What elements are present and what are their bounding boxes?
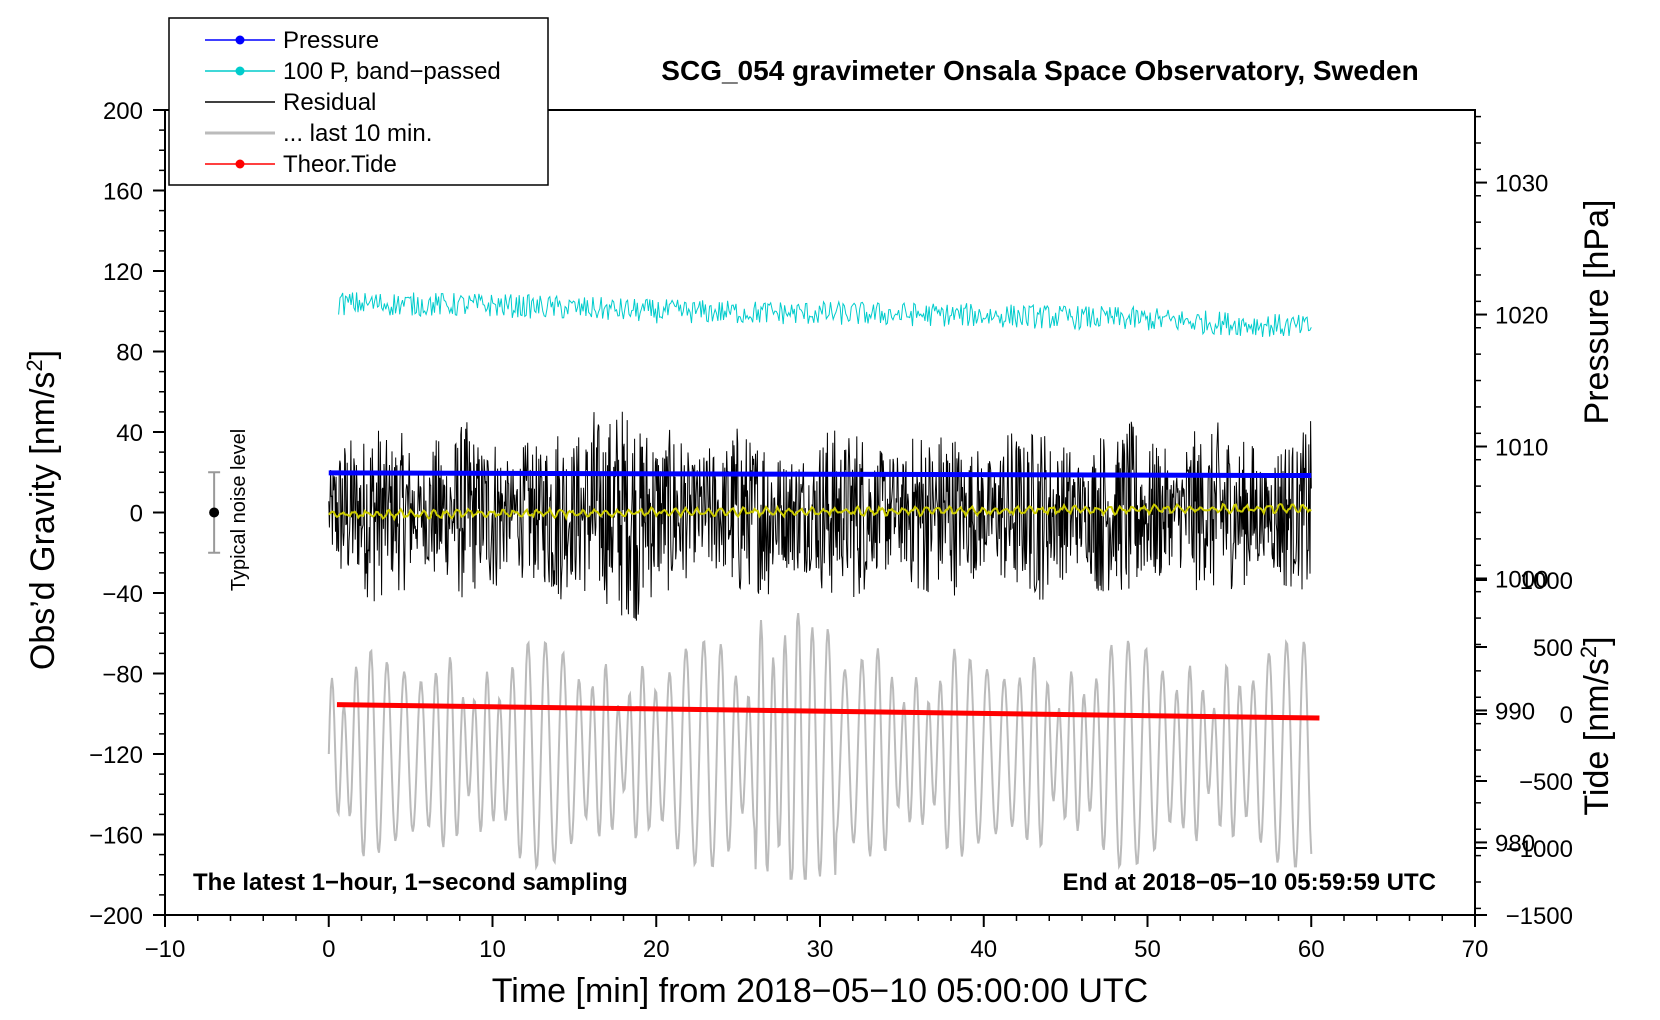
tide-tick-label: −1500: [1506, 903, 1573, 930]
tide-tick-label: 0: [1560, 702, 1573, 729]
legend-label: 100 P, band−passed: [283, 58, 501, 85]
tide-tick-label: 500: [1533, 635, 1573, 662]
pressure-tick-label: 1010: [1495, 435, 1548, 462]
y-axis-label-tide: Tide [nm/s2]: [1576, 636, 1616, 815]
y-axis-label-pressure: Pressure [hPa]: [1578, 200, 1616, 425]
pressure-tick-label: 1000: [1495, 566, 1548, 593]
legend-marker: [235, 35, 245, 45]
y-tick-label: 120: [103, 259, 143, 286]
pressure-tick-label: 1030: [1495, 171, 1548, 198]
pressure-tick-label: 980: [1495, 830, 1535, 857]
noise-level-label: Typical noise level: [228, 429, 250, 591]
x-tick-label: 10: [479, 936, 506, 963]
tide-tick-label: −1000: [1506, 836, 1573, 863]
noise-bar-center: [209, 507, 220, 518]
y-axis-label-tide-sup: 2: [1576, 646, 1601, 658]
y-tick-label: 40: [116, 420, 143, 447]
legend-marker: [235, 159, 245, 169]
y-tick-label: 160: [103, 179, 143, 206]
annotation-end-time: End at 2018−05−10 05:59:59 UTC: [1062, 869, 1436, 896]
y-tick-label: −80: [102, 662, 143, 689]
series-last-10-min: [327, 612, 1313, 880]
x-tick-label: 50: [1134, 936, 1161, 963]
tide-tick-label: 1000: [1520, 568, 1573, 595]
axis-ticks: −10 0 10 20 30 40 50 60 7020016012080400−40−80−1…: [89, 98, 1573, 963]
y-axis-label-tide-close: ]: [1578, 636, 1616, 645]
y-tick-label: −40: [102, 581, 143, 608]
x-tick-label: 30: [807, 936, 834, 963]
x-tick-label: 20: [643, 936, 670, 963]
y-tick-label: −120: [89, 742, 143, 769]
legend: Pressure 100 P, band−passed Residual ... la…: [168, 17, 549, 186]
legend-label: Pressure: [283, 27, 379, 54]
legend-label: ... last 10 min.: [283, 120, 432, 147]
tide-tick-label: −500: [1519, 769, 1573, 796]
series-residual-lowpass: [328, 502, 1312, 522]
y-axis-label-left-close: ]: [24, 350, 62, 359]
y-tick-label: 200: [103, 98, 143, 125]
chart-title: SCG_054 gravimeter Onsala Space Observat…: [661, 55, 1418, 86]
legend-label: Residual: [283, 89, 376, 116]
legend-marker: [235, 66, 245, 76]
x-tick-label: 0: [322, 936, 335, 963]
data-series-group: [327, 292, 1320, 880]
x-tick-label: 40: [970, 936, 997, 963]
y-axis-label-tide-text: Tide [nm/s: [1578, 658, 1616, 815]
annotation-sampling: The latest 1−hour, 1−second sampling: [193, 869, 628, 896]
series-pressure: [328, 470, 1312, 479]
pressure-tick-label: 1020: [1495, 303, 1548, 330]
series-pressure-bandpassed: [338, 292, 1312, 338]
y-tick-label: −160: [89, 823, 143, 850]
y-axis-label-left: Obs’d Gravity [nm/s2]: [22, 350, 62, 670]
pressure-tick-label: 990: [1495, 698, 1535, 725]
y-tick-label: −200: [89, 903, 143, 930]
x-axis-label: Time [min] from 2018−05−10 05:00:00 UTC: [492, 972, 1148, 1010]
legend-label: Theor.Tide: [283, 151, 397, 178]
x-tick-label: −10: [145, 936, 186, 963]
y-tick-label: 80: [116, 340, 143, 367]
series-residual: [328, 411, 1312, 621]
series-theor-tide: [336, 702, 1320, 721]
y-axis-label-left-text: Obs’d Gravity [nm/s: [24, 372, 62, 671]
noise-indicator: [208, 471, 221, 554]
y-axis-label-left-sup: 2: [22, 359, 47, 371]
y-tick-label: 0: [130, 501, 143, 528]
x-tick-label: 60: [1298, 936, 1325, 963]
x-tick-label: 70: [1462, 936, 1489, 963]
